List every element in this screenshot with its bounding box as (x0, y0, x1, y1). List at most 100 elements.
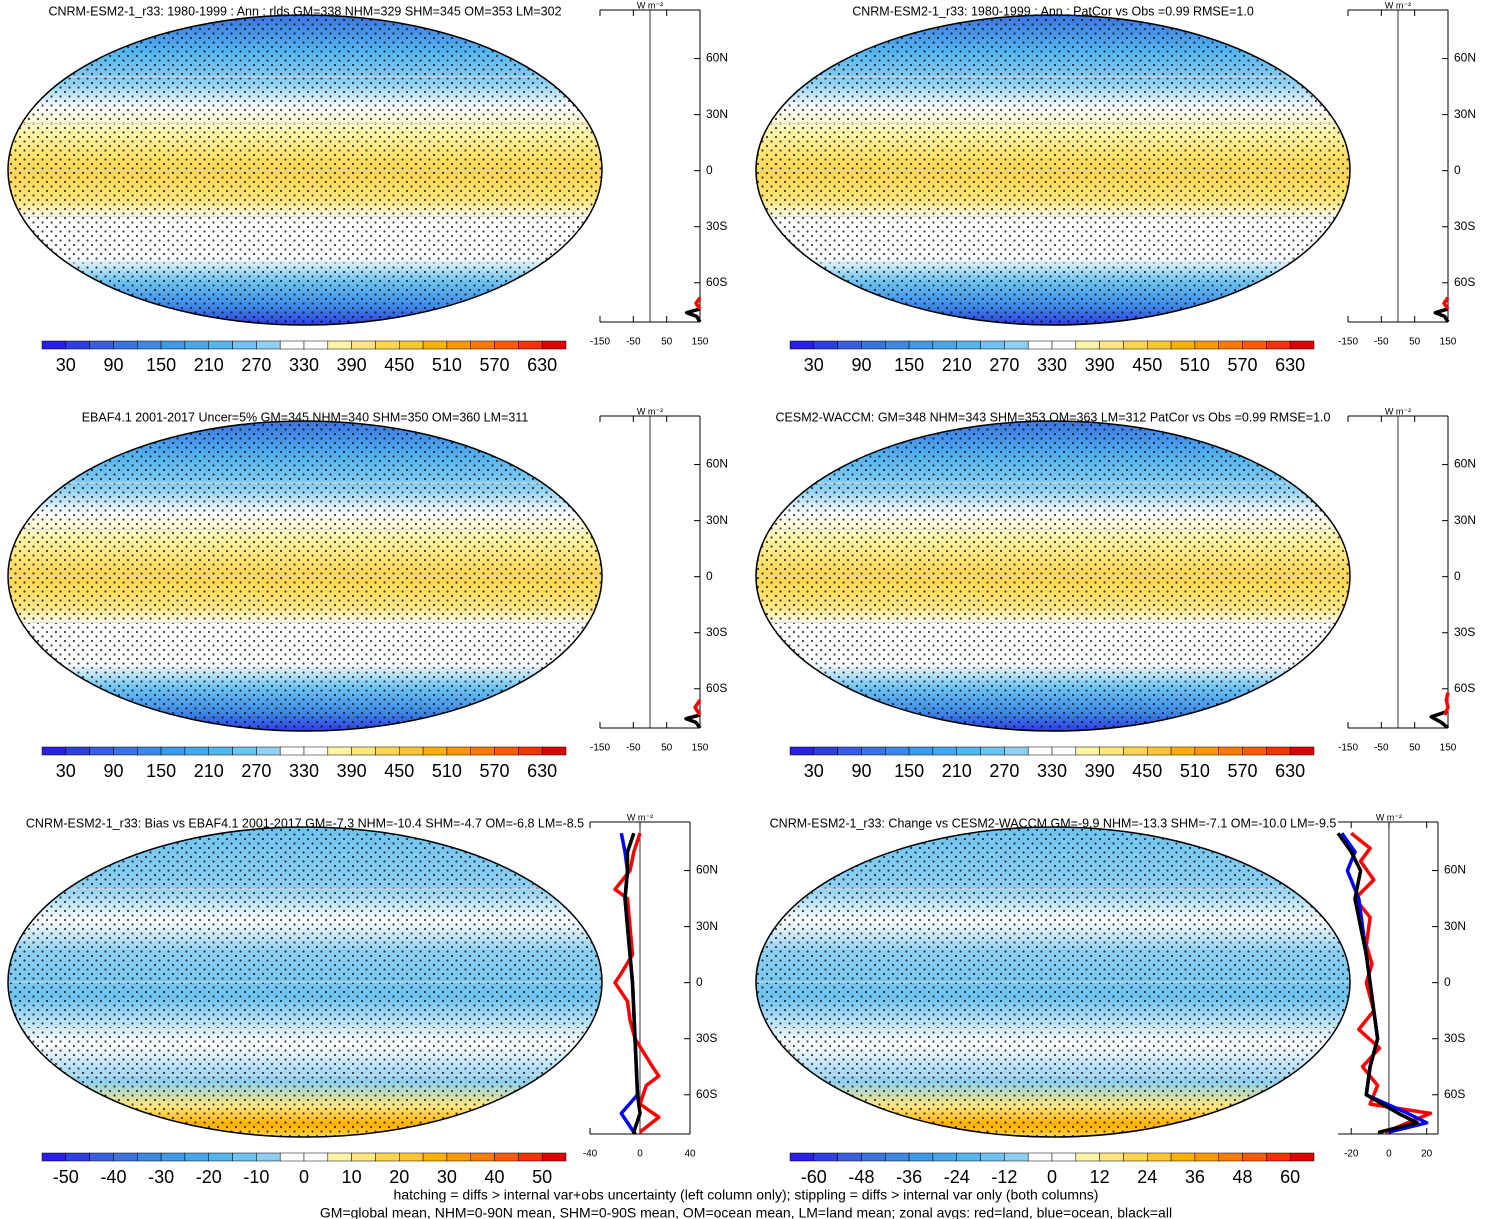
colorbar-box (279, 1152, 305, 1162)
colorbar-box (789, 1152, 815, 1162)
y-tick-label: 30S (1454, 219, 1475, 233)
colorbar-label: 330 (1037, 761, 1067, 781)
colorbar-box (1123, 1152, 1148, 1162)
colorbar-box (932, 340, 957, 350)
colorbar-box (1218, 746, 1243, 756)
colorbar-box (1170, 340, 1196, 350)
colorbar-label: -30 (148, 1167, 174, 1187)
panel-title: CNRM-ESM2-1_r33: Bias vs EBAF4.1 2001-20… (26, 816, 584, 830)
map-outline (755, 826, 1351, 1138)
colorbar-box (518, 1152, 543, 1162)
y-tick-label: 0 (706, 163, 713, 177)
colorbar-label: -12 (991, 1167, 1017, 1187)
colorbar-box (789, 746, 815, 756)
colorbar-box (232, 340, 257, 350)
colorbar-box (137, 746, 162, 756)
colorbar-box (470, 340, 495, 350)
colorbar-label: 150 (146, 761, 176, 781)
colorbar-box (470, 1152, 495, 1162)
colorbar-box (1218, 340, 1243, 350)
colorbar-box (351, 340, 376, 350)
colorbar-box (1027, 1152, 1053, 1162)
colorbar-box (1170, 746, 1196, 756)
colorbar-box (113, 1152, 138, 1162)
y-tick-label: 0 (1454, 163, 1461, 177)
zonal-profile (613, 832, 661, 1134)
y-tick-label: 60N (1454, 51, 1476, 65)
zonal-profile (1442, 296, 1450, 310)
x-tick-label: 150 (692, 337, 709, 348)
colorbar-box (1051, 1152, 1077, 1162)
colorbar-box (837, 340, 862, 350)
map-outline (755, 14, 1351, 326)
colorbar-box (208, 340, 233, 350)
y-tick-label: 30N (706, 513, 728, 527)
colorbar-label: 270 (989, 761, 1019, 781)
x-tick-label: 0 (1386, 1149, 1392, 1160)
x-tick-label: 50 (1409, 743, 1421, 754)
colorbar-label: 48 (1233, 1167, 1253, 1187)
colorbar-box (160, 746, 186, 756)
colorbar-label: -36 (896, 1167, 922, 1187)
colorbar-box (327, 1152, 352, 1162)
colorbar-label: 30 (437, 1167, 457, 1187)
footer-line: hatching = diffs > internal var+obs unce… (394, 1187, 1099, 1203)
colorbar-box (375, 340, 400, 350)
zonal-profile (694, 296, 702, 310)
colorbar-label: 390 (337, 355, 367, 375)
colorbar-box (885, 1152, 910, 1162)
panel-title: CNRM-ESM2-1_r33: 1980-1999 : Ann : rlds … (48, 4, 561, 18)
y-tick-label: 60S (706, 681, 727, 695)
panel: EBAF4.1 2001-2017 Uncer=5% GM=345 NHM=34… (7, 406, 728, 781)
colorbar-box (1027, 746, 1053, 756)
colorbar-box (422, 1152, 448, 1162)
colorbar-label: 270 (989, 355, 1019, 375)
colorbar-label: 30 (804, 761, 824, 781)
colorbar-label: 630 (527, 355, 557, 375)
x-tick-label: 20 (1421, 1149, 1433, 1160)
panel: CNRM-ESM2-1_r33: Change vs CESM2-WACCM G… (755, 812, 1466, 1187)
x-tick-label: -50 (626, 743, 641, 754)
colorbar-label: 30 (56, 355, 76, 375)
colorbar-box (956, 340, 981, 350)
colorbar-label: 570 (480, 761, 510, 781)
colorbar-label: 570 (1228, 355, 1258, 375)
colorbar-box (813, 1152, 838, 1162)
colorbar-label: 90 (103, 355, 123, 375)
y-tick-label: 60S (1454, 275, 1475, 289)
colorbar-box (89, 746, 114, 756)
colorbar-label: 330 (289, 761, 319, 781)
colorbar-label: 210 (942, 355, 972, 375)
x-tick-label: -150 (590, 743, 610, 754)
colorbar-box (446, 746, 471, 756)
colorbar-box (160, 1152, 186, 1162)
zonal-profile (1443, 692, 1450, 716)
colorbar-box (1242, 1152, 1267, 1162)
colorbar-box (885, 340, 910, 350)
x-tick-label: -50 (626, 337, 641, 348)
colorbar-label: 0 (299, 1167, 309, 1187)
colorbar-box (494, 1152, 519, 1162)
colorbar-label: 330 (289, 355, 319, 375)
colorbar-box (89, 1152, 114, 1162)
colorbar-box (256, 1152, 281, 1162)
colorbar-label: 150 (894, 761, 924, 781)
colorbar-label: 40 (485, 1167, 505, 1187)
zonal-profile (693, 699, 702, 716)
colorbar-box (1051, 746, 1077, 756)
y-tick-label: 0 (1454, 569, 1461, 583)
x-tick-label: -150 (1338, 337, 1358, 348)
x-tick-label: 50 (1409, 337, 1421, 348)
unit-label: W m⁻² (627, 812, 653, 822)
panel-title: CESM2-WACCM: GM=348 NHM=343 SHM=353 OM=3… (776, 410, 1331, 424)
x-tick-label: -150 (1338, 743, 1358, 754)
colorbar-box (980, 340, 1005, 350)
colorbar-box (375, 1152, 400, 1162)
panel-title: EBAF4.1 2001-2017 Uncer=5% GM=345 NHM=34… (82, 410, 529, 424)
colorbar-box (303, 340, 329, 350)
colorbar-box (494, 746, 519, 756)
colorbar-label: 450 (1132, 761, 1162, 781)
colorbar-box (65, 1152, 90, 1162)
y-tick-label: 30N (1454, 107, 1476, 121)
panel: CESM2-WACCM: GM=348 NHM=343 SHM=353 OM=3… (755, 406, 1476, 781)
